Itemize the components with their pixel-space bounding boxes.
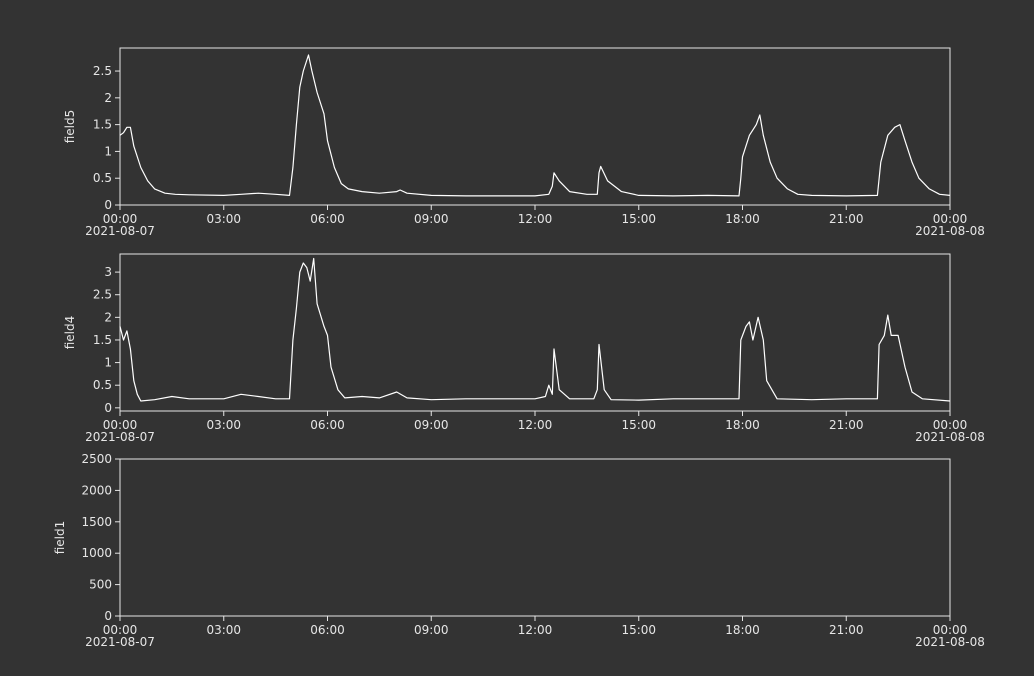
y-tick-label: 2 <box>104 310 112 324</box>
x-tick-label: 00:00 <box>933 212 968 226</box>
y-tick-label: 0 <box>104 401 112 415</box>
y-tick-label: 0 <box>104 609 112 623</box>
x-tick-label: 18:00 <box>725 418 760 432</box>
x-tick-label: 06:00 <box>310 418 345 432</box>
y-tick-label: 2.5 <box>93 64 112 78</box>
y-tick-label: 1.5 <box>93 118 112 132</box>
x-tick-label: 06:00 <box>310 212 345 226</box>
y-tick-label: 2.5 <box>93 288 112 302</box>
x-date-label: 2021-08-07 <box>85 430 155 444</box>
x-tick-label: 00:00 <box>103 418 138 432</box>
y-tick-label: 0.5 <box>93 171 112 185</box>
x-tick-label: 21:00 <box>829 623 864 637</box>
x-tick-label: 03:00 <box>206 418 241 432</box>
y-tick-label: 2500 <box>81 452 112 466</box>
y-tick-label: 1500 <box>81 515 112 529</box>
x-tick-label: 15:00 <box>621 212 656 226</box>
plot-frame <box>119 458 951 617</box>
x-tick-label: 21:00 <box>829 418 864 432</box>
y-tick-label: 1 <box>104 356 112 370</box>
y-axis-label: field1 <box>53 521 67 555</box>
x-date-label: 2021-08-08 <box>915 224 985 238</box>
y-tick-label: 1 <box>104 144 112 158</box>
x-tick-label: 12:00 <box>518 212 553 226</box>
x-tick-label: 15:00 <box>621 418 656 432</box>
x-tick-label: 12:00 <box>518 418 553 432</box>
x-tick-label: 18:00 <box>725 212 760 226</box>
data-line <box>119 257 951 402</box>
plot-frame <box>119 47 951 206</box>
x-tick-label: 09:00 <box>414 623 449 637</box>
y-tick-label: 0 <box>104 198 112 212</box>
y-axis-label: field4 <box>63 316 77 350</box>
x-date-label: 2021-08-07 <box>85 635 155 649</box>
x-tick-label: 03:00 <box>206 212 241 226</box>
plot-frame <box>119 253 951 412</box>
y-tick-label: 0.5 <box>93 378 112 392</box>
x-tick-label: 15:00 <box>621 623 656 637</box>
x-date-label: 2021-08-08 <box>915 430 985 444</box>
x-tick-label: 09:00 <box>414 418 449 432</box>
x-tick-label: 00:00 <box>933 623 968 637</box>
x-tick-label: 12:00 <box>518 623 553 637</box>
y-tick-label: 3 <box>104 265 112 279</box>
x-tick-label: 00:00 <box>933 418 968 432</box>
y-tick-label: 1000 <box>81 546 112 560</box>
y-axis-label: field5 <box>63 110 77 144</box>
y-tick-label: 2000 <box>81 483 112 497</box>
x-tick-label: 00:00 <box>103 212 138 226</box>
y-tick-label: 500 <box>89 578 112 592</box>
x-tick-label: 06:00 <box>310 623 345 637</box>
x-tick-label: 21:00 <box>829 212 864 226</box>
data-line <box>119 54 951 197</box>
x-tick-label: 00:00 <box>103 623 138 637</box>
x-tick-label: 18:00 <box>725 623 760 637</box>
x-tick-label: 03:00 <box>206 623 241 637</box>
y-tick-label: 2 <box>104 91 112 105</box>
x-date-label: 2021-08-07 <box>85 224 155 238</box>
y-tick-label: 1.5 <box>93 333 112 347</box>
x-tick-label: 09:00 <box>414 212 449 226</box>
x-date-label: 2021-08-08 <box>915 635 985 649</box>
